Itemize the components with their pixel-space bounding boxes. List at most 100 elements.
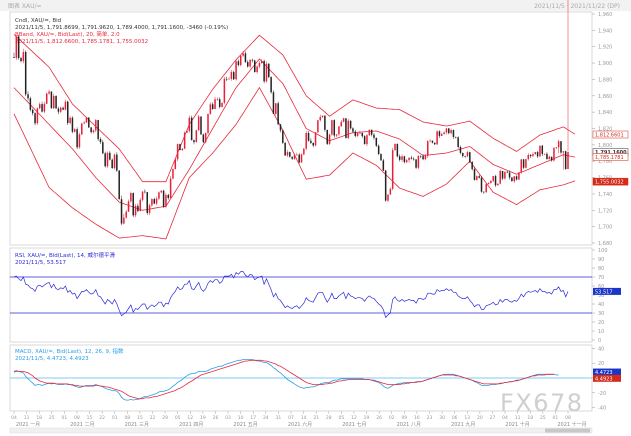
candle-body xyxy=(268,63,270,78)
horizontal-scrollbar[interactable] xyxy=(9,427,593,434)
candle xyxy=(282,129,284,145)
month-label: 2021 六月 xyxy=(288,421,312,428)
candle-body xyxy=(415,159,417,168)
candle-body xyxy=(492,176,494,181)
candle-body xyxy=(324,115,326,130)
candle-body xyxy=(567,152,569,170)
candle xyxy=(155,196,158,206)
candle-body xyxy=(235,61,237,80)
candle xyxy=(218,97,221,109)
candle xyxy=(169,176,172,200)
day-tick-label: 15 xyxy=(87,415,93,421)
price-badge-label: 1,812.6601 xyxy=(595,133,624,139)
candle-body xyxy=(375,137,378,146)
price-badge: 1,812.6601 xyxy=(592,130,629,139)
candle-body xyxy=(218,99,221,107)
candle-body xyxy=(74,129,76,132)
candle-body xyxy=(377,145,380,155)
candle xyxy=(158,191,160,200)
price-legend-line1: Cndl, XAU/=, Bid xyxy=(15,18,61,24)
candle-body xyxy=(71,117,74,132)
candle xyxy=(151,198,153,208)
rsi-tick-label: 0 xyxy=(598,338,601,344)
candle xyxy=(415,159,417,169)
candle-body xyxy=(64,101,67,110)
candle-body xyxy=(214,99,216,110)
candle xyxy=(335,134,338,138)
candle-body xyxy=(363,136,366,145)
candle xyxy=(20,56,22,63)
day-tick-label: 28 xyxy=(326,415,332,421)
scrollbar-thumb[interactable] xyxy=(545,428,590,433)
rsi-tick-label: 80 xyxy=(598,266,604,272)
candle xyxy=(67,100,69,125)
candle-body xyxy=(15,36,18,58)
candle xyxy=(78,132,81,149)
day-tick-label: 08 xyxy=(74,415,80,421)
candle-body xyxy=(321,115,324,117)
day-tick-label: 27 xyxy=(490,415,496,421)
candle-body xyxy=(155,198,158,204)
candle xyxy=(45,92,48,104)
candle-body xyxy=(459,146,462,153)
candle-body xyxy=(520,159,523,173)
candle-body xyxy=(387,194,389,201)
candle xyxy=(492,176,494,183)
candle xyxy=(83,120,85,124)
rsi-legend-line1: RSI, XAU/=, Bid(Last), 14, 威尔德平滑 xyxy=(15,251,115,259)
candle xyxy=(340,119,343,127)
candle-body xyxy=(261,60,263,63)
candle xyxy=(455,136,457,139)
candle xyxy=(529,154,532,159)
candle-body xyxy=(338,126,340,135)
candle-body xyxy=(197,116,200,131)
candle-body xyxy=(43,103,46,112)
candle-body xyxy=(303,148,305,155)
candle-body xyxy=(57,108,60,112)
candle xyxy=(515,175,518,181)
candle-body xyxy=(34,113,36,124)
candle xyxy=(36,107,39,125)
candle xyxy=(109,151,111,161)
candle-body xyxy=(471,162,473,170)
candle-body xyxy=(403,156,406,163)
macd-badge-box xyxy=(593,368,621,376)
candle xyxy=(237,59,240,67)
candle-body xyxy=(41,104,43,112)
month-label: 2021 七月 xyxy=(342,421,366,428)
candle-body xyxy=(127,201,130,212)
candle xyxy=(228,76,230,80)
candle-body xyxy=(401,156,403,160)
candle xyxy=(41,101,43,113)
candle xyxy=(396,143,399,158)
window-info: 2021/11/5 · 2021/11/22 (DP) xyxy=(534,3,620,10)
candle-body xyxy=(398,156,401,160)
candle xyxy=(373,133,375,140)
price-tick-label: 1,700 xyxy=(598,225,612,231)
day-tick-label: 01 xyxy=(112,415,118,421)
candle xyxy=(408,157,410,163)
candle xyxy=(494,174,497,187)
candle-body xyxy=(436,131,438,145)
candle xyxy=(130,191,132,203)
candle xyxy=(391,147,394,191)
candle xyxy=(50,91,53,109)
candle-body xyxy=(188,117,191,131)
macd-tick-label: 20 xyxy=(598,361,604,367)
candle xyxy=(345,118,347,139)
candle-body xyxy=(207,113,209,133)
price-tick-label: 1,940 xyxy=(598,28,612,34)
month-label: 2021 九月 xyxy=(451,421,475,428)
candle xyxy=(132,192,134,218)
candle-body xyxy=(88,117,90,128)
day-tick-label: 10 xyxy=(238,415,244,421)
macd-badge-box xyxy=(593,374,621,382)
candle-body xyxy=(270,77,272,93)
day-tick-label: 04 xyxy=(502,415,508,421)
candle-body xyxy=(300,154,303,163)
candle-body xyxy=(532,154,534,157)
day-tick-label: 05 xyxy=(175,415,181,421)
candle xyxy=(48,89,50,95)
candle xyxy=(417,155,420,170)
